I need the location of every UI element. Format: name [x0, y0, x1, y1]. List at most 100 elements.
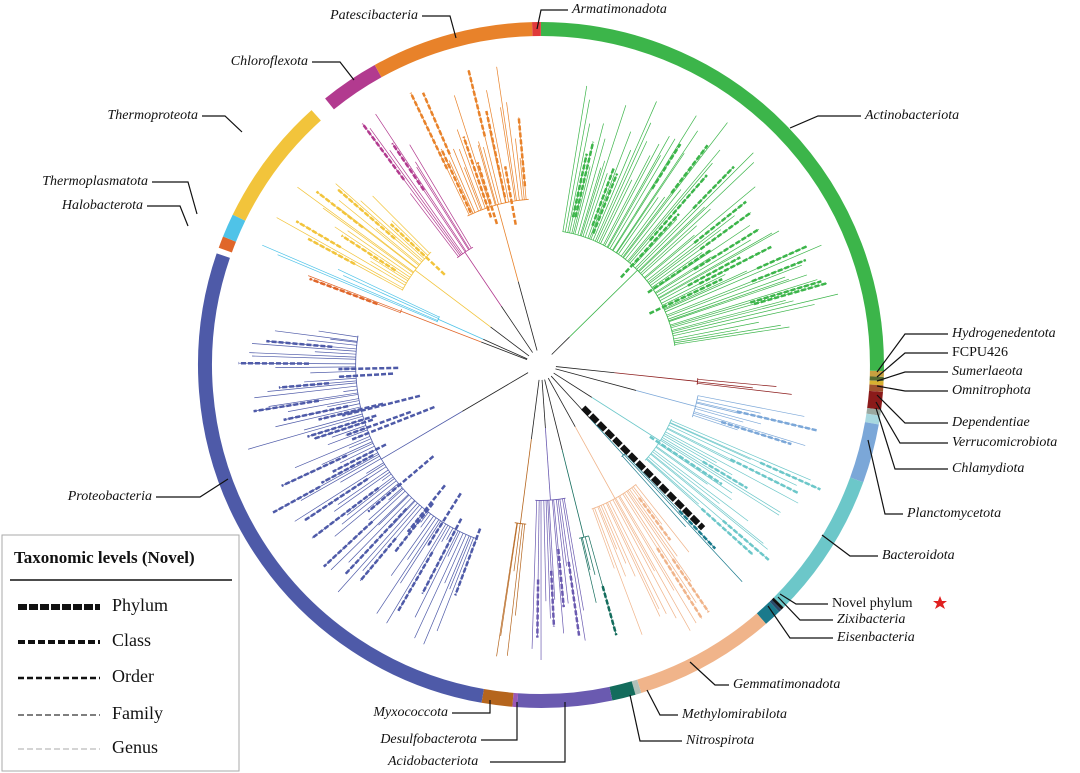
phylum-label: Nitrospirota [685, 733, 754, 748]
branch [327, 400, 360, 408]
novel-lineage [253, 399, 320, 413]
branch [506, 523, 523, 656]
branch [596, 122, 652, 242]
novel-lineage [601, 585, 618, 636]
branch [652, 451, 720, 504]
branch [627, 149, 721, 262]
branch [663, 435, 733, 476]
branch [337, 269, 440, 318]
branch [331, 425, 366, 438]
branch [623, 122, 728, 259]
novel-lineage [517, 117, 527, 187]
branch [339, 445, 375, 464]
branch [648, 456, 769, 561]
novel-lineage [591, 168, 615, 227]
branch [606, 136, 670, 248]
phylum-label: Chlamydiota [952, 461, 1024, 476]
novel-lineage [650, 143, 682, 190]
novel-lineage [751, 258, 807, 283]
novel-lineage [592, 173, 619, 235]
branch [668, 274, 807, 322]
novel-lineage [536, 579, 540, 638]
phylum-arc [218, 236, 237, 253]
branch [545, 427, 551, 501]
branch [444, 534, 467, 584]
branch [671, 299, 786, 331]
novel-lineage [571, 153, 588, 218]
novel-lineage [309, 277, 378, 306]
phylum-label: Bacteroidota [882, 548, 955, 563]
phylum-label: Chloroflexota [231, 54, 308, 69]
branch [458, 148, 483, 210]
branch [306, 339, 357, 346]
branch [555, 366, 615, 374]
phylum-label: Proteobacteria [67, 489, 152, 504]
branch [294, 436, 371, 468]
novel-lineage [266, 339, 333, 349]
branch [697, 378, 777, 387]
phylum-arc [867, 390, 883, 410]
branch [423, 535, 470, 645]
leader-line [867, 439, 903, 515]
branch [663, 270, 748, 310]
leader-line [452, 700, 491, 714]
phylum-label: Desulfobacterota [379, 732, 477, 747]
branch [416, 166, 469, 250]
branch [548, 500, 556, 600]
novel-lineage [409, 92, 449, 170]
leader-line [629, 694, 682, 742]
branch [674, 324, 781, 344]
branch [322, 207, 414, 274]
legend-title: Taxonomic levels (Novel) [14, 548, 195, 567]
branch [664, 433, 717, 463]
phylum-arc [481, 688, 514, 707]
branch [582, 105, 627, 237]
branch [388, 487, 403, 501]
branch [697, 395, 805, 417]
branch [321, 452, 378, 484]
branch [625, 189, 682, 260]
branch [294, 464, 385, 522]
phylum-label: Thermoplasmatota [42, 174, 148, 189]
branch [655, 446, 708, 485]
branch [668, 276, 786, 320]
branch [656, 446, 732, 500]
branch [520, 439, 532, 524]
novel-lineage [345, 410, 412, 437]
novel-phylum-lineage [581, 405, 706, 531]
novel-lineage [320, 453, 374, 485]
novel-lineage [649, 435, 723, 486]
branch [483, 338, 528, 360]
branch [446, 527, 454, 540]
novel-lineage [313, 418, 374, 440]
branch [579, 167, 602, 236]
branch [692, 414, 738, 431]
branch [386, 523, 447, 624]
branch [670, 282, 828, 329]
branch [321, 441, 373, 465]
branch [448, 160, 474, 214]
phylum-arc [866, 407, 882, 416]
branch [584, 173, 608, 238]
legend-box [1, 534, 240, 772]
branch [661, 246, 772, 304]
phylum-arc [223, 214, 246, 242]
novel-lineage [361, 122, 406, 181]
novel-lineage [647, 248, 712, 294]
branch [347, 230, 412, 276]
branch [674, 326, 790, 345]
novel-lineage [307, 237, 356, 266]
branch [513, 523, 521, 572]
novel-lineage [426, 492, 462, 547]
branch [636, 152, 754, 270]
branch [409, 144, 472, 249]
novel-lineage [729, 458, 799, 494]
branch [334, 471, 390, 512]
phylum-labels: Armatimonadota Actinobacteriota Hydrogened… [42, 2, 1057, 769]
branch [563, 498, 584, 611]
branch [598, 141, 648, 243]
novel-lineage [359, 537, 397, 582]
branch [551, 336, 570, 355]
branch [668, 278, 790, 322]
branch [693, 411, 806, 446]
